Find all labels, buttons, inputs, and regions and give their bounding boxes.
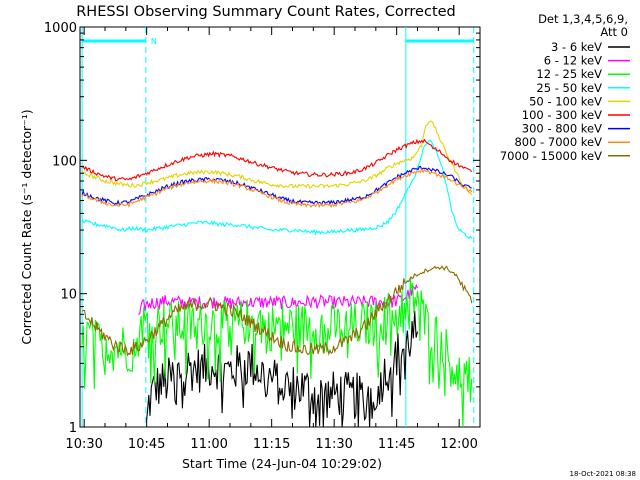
legend-label-1: 6 - 12 keV (544, 54, 602, 68)
series-layer (81, 120, 473, 428)
legend-header-1: Att 0 (600, 25, 628, 39)
legend-label-3: 25 - 50 keV (536, 81, 602, 95)
legend-label-4: 50 - 100 keV (529, 94, 602, 108)
x-tick-label-5: 11:45 (378, 437, 415, 452)
attenuator-bar-label-0: N (151, 37, 157, 46)
y-axis-label: Corrected Count Rate (s⁻¹ detector⁻¹) (19, 109, 34, 344)
y-tick-label-2: 100 (52, 154, 77, 169)
footer-timestamp: 18-Oct-2021 08:38 (570, 470, 636, 478)
legend-header-0: Det 1,3,4,5,6,9, (538, 12, 628, 26)
legend-label-0: 3 - 6 keV (551, 40, 602, 54)
series-line-8 (81, 265, 473, 357)
x-tick-label-6: 12:00 (440, 437, 477, 452)
series-line-3 (81, 139, 473, 240)
series-line-2 (81, 278, 473, 428)
x-tick-label-4: 11:30 (315, 437, 352, 452)
x-tick-label-2: 11:00 (190, 437, 227, 452)
series-line-5 (82, 138, 473, 182)
legend-label-7: 800 - 7000 keV (514, 135, 602, 149)
x-tick-label-1: 10:45 (128, 437, 165, 452)
series-line-0 (146, 310, 419, 428)
time-markers: N (81, 27, 475, 427)
y-tick-label-1: 10 (60, 288, 77, 303)
y-tick-label-3: 1000 (44, 21, 77, 36)
series-line-7 (81, 168, 473, 209)
series-line-4 (81, 120, 473, 196)
legend-label-8: 7000 - 15000 keV (500, 149, 602, 163)
axes-layer: 1 10 100 1000 10:30 10:45 11:00 11:15 11:30 11:45… (44, 21, 481, 452)
y-tick-label-0: 1 (69, 421, 77, 436)
plot-frame (79, 26, 481, 428)
chart-title: RHESSI Observing Summary Count Rates, Co… (76, 4, 456, 20)
legend-label-2: 12 - 25 keV (536, 67, 602, 81)
series-line-1 (138, 283, 419, 315)
x-tick-label-0: 10:30 (65, 437, 102, 452)
legend-label-6: 300 - 800 keV (522, 122, 602, 136)
x-axis-label: Start Time (24-Jun-04 10:29:02) (182, 456, 382, 471)
x-tick-label-3: 11:15 (253, 437, 290, 452)
legend-label-5: 100 - 300 keV (522, 108, 602, 122)
